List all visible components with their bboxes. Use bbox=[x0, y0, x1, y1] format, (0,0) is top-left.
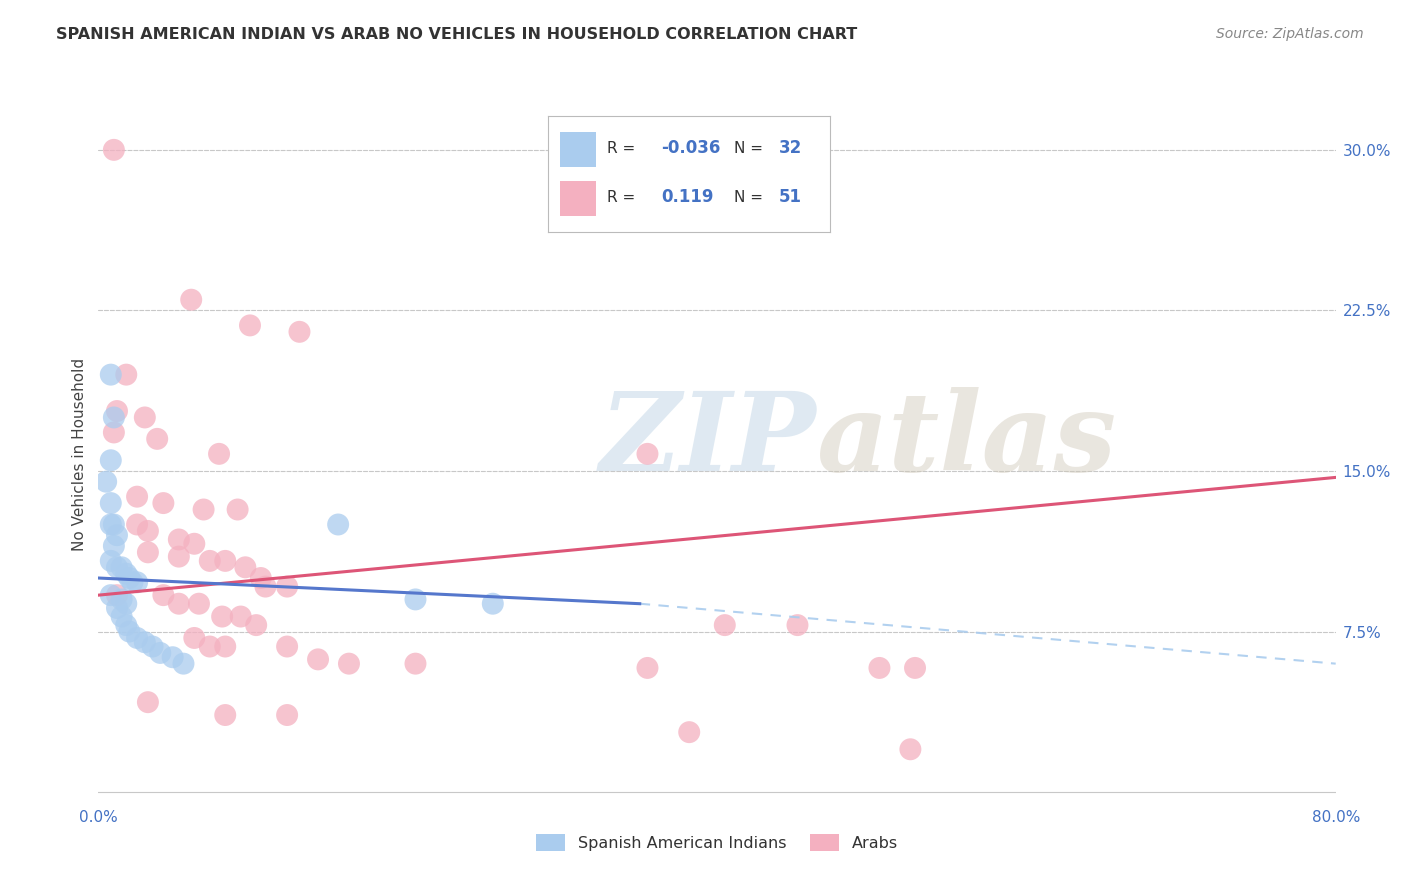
Point bbox=[100, 588, 122, 602]
Point bbox=[239, 318, 262, 333]
Point bbox=[180, 293, 202, 307]
Text: 0.119: 0.119 bbox=[661, 188, 713, 206]
Point bbox=[127, 575, 149, 590]
Point bbox=[141, 640, 165, 654]
Point bbox=[288, 325, 311, 339]
Text: ZIP: ZIP bbox=[599, 387, 815, 495]
Point bbox=[276, 640, 298, 654]
Text: R =: R = bbox=[607, 190, 636, 204]
Point bbox=[167, 533, 190, 547]
Point bbox=[276, 708, 298, 723]
Point bbox=[111, 592, 132, 607]
Point bbox=[636, 447, 658, 461]
Point bbox=[214, 554, 236, 568]
Point bbox=[276, 580, 298, 594]
Point bbox=[115, 368, 138, 382]
Point bbox=[115, 618, 138, 632]
Point bbox=[105, 560, 128, 574]
Point bbox=[152, 496, 174, 510]
Point bbox=[904, 661, 927, 675]
Point bbox=[96, 475, 118, 489]
Point bbox=[172, 657, 194, 671]
Point bbox=[152, 588, 174, 602]
Point bbox=[100, 453, 122, 467]
Point bbox=[678, 725, 700, 739]
Point bbox=[167, 597, 190, 611]
Point bbox=[214, 640, 236, 654]
Point bbox=[136, 524, 159, 538]
Point bbox=[193, 502, 215, 516]
Legend: Spanish American Indians, Arabs: Spanish American Indians, Arabs bbox=[530, 827, 904, 857]
Point bbox=[118, 624, 141, 639]
Point bbox=[146, 432, 169, 446]
Point bbox=[254, 580, 277, 594]
Point bbox=[105, 601, 128, 615]
Point bbox=[188, 597, 211, 611]
Point bbox=[183, 537, 205, 551]
Point bbox=[127, 631, 149, 645]
Point bbox=[211, 609, 233, 624]
Point bbox=[167, 549, 190, 564]
Y-axis label: No Vehicles in Household: No Vehicles in Household bbox=[72, 359, 87, 551]
Text: atlas: atlas bbox=[815, 387, 1116, 495]
Point bbox=[134, 635, 156, 649]
Point bbox=[136, 695, 159, 709]
Point bbox=[250, 571, 273, 585]
Point bbox=[103, 410, 125, 425]
Text: 32: 32 bbox=[779, 139, 803, 157]
Point bbox=[226, 502, 249, 516]
Point bbox=[115, 566, 138, 581]
Point bbox=[100, 496, 122, 510]
Point bbox=[405, 592, 427, 607]
Point bbox=[233, 560, 257, 574]
Point bbox=[245, 618, 267, 632]
FancyBboxPatch shape bbox=[560, 181, 596, 216]
Point bbox=[111, 560, 132, 574]
Point bbox=[115, 597, 138, 611]
Point bbox=[100, 554, 122, 568]
Text: R =: R = bbox=[607, 141, 636, 156]
Point bbox=[326, 517, 350, 532]
Point bbox=[405, 657, 427, 671]
Point bbox=[900, 742, 922, 756]
Point bbox=[481, 597, 505, 611]
Point bbox=[103, 143, 125, 157]
Text: SPANISH AMERICAN INDIAN VS ARAB NO VEHICLES IN HOUSEHOLD CORRELATION CHART: SPANISH AMERICAN INDIAN VS ARAB NO VEHIC… bbox=[56, 27, 858, 42]
Point bbox=[786, 618, 808, 632]
Point bbox=[127, 490, 149, 504]
Point bbox=[198, 640, 221, 654]
Point bbox=[121, 575, 143, 590]
Point bbox=[229, 609, 252, 624]
Point bbox=[307, 652, 329, 666]
Point bbox=[214, 708, 236, 723]
Point bbox=[103, 539, 125, 553]
Point bbox=[105, 528, 128, 542]
Point bbox=[100, 368, 122, 382]
Point bbox=[100, 517, 122, 532]
Point bbox=[105, 588, 128, 602]
Point bbox=[198, 554, 221, 568]
Text: 51: 51 bbox=[779, 188, 801, 206]
Text: N =: N = bbox=[734, 190, 763, 204]
Point bbox=[149, 646, 172, 660]
Text: -0.036: -0.036 bbox=[661, 139, 720, 157]
Point bbox=[118, 571, 141, 585]
Point bbox=[111, 609, 132, 624]
Text: Source: ZipAtlas.com: Source: ZipAtlas.com bbox=[1216, 27, 1364, 41]
Text: N =: N = bbox=[734, 141, 763, 156]
Point bbox=[162, 650, 184, 665]
FancyBboxPatch shape bbox=[560, 132, 596, 167]
Point bbox=[127, 517, 149, 532]
Point bbox=[134, 410, 156, 425]
Point bbox=[869, 661, 891, 675]
Point bbox=[183, 631, 205, 645]
Point bbox=[103, 517, 125, 532]
Point bbox=[337, 657, 360, 671]
Point bbox=[208, 447, 231, 461]
Point bbox=[636, 661, 658, 675]
Point bbox=[136, 545, 159, 559]
Point bbox=[105, 404, 128, 418]
Point bbox=[714, 618, 737, 632]
Point bbox=[103, 425, 125, 440]
